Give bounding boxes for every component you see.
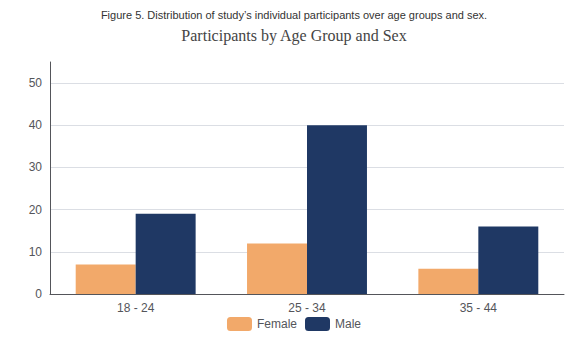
- svg-text:Male: Male: [335, 317, 361, 331]
- svg-text:50: 50: [29, 76, 43, 90]
- svg-text:0: 0: [35, 287, 42, 301]
- svg-text:Figure 5. Distribution of stud: Figure 5. Distribution of study’s indivi…: [101, 9, 487, 21]
- svg-text:20: 20: [29, 203, 43, 217]
- svg-text:Female: Female: [257, 317, 297, 331]
- svg-text:35 - 44: 35 - 44: [460, 301, 498, 315]
- svg-text:40: 40: [29, 118, 43, 132]
- svg-text:30: 30: [29, 160, 43, 174]
- svg-text:18 - 24: 18 - 24: [117, 301, 155, 315]
- svg-text:10: 10: [29, 245, 43, 259]
- svg-text:25 - 34: 25 - 34: [288, 301, 326, 315]
- svg-text:Participants by Age Group and: Participants by Age Group and Sex: [181, 27, 406, 45]
